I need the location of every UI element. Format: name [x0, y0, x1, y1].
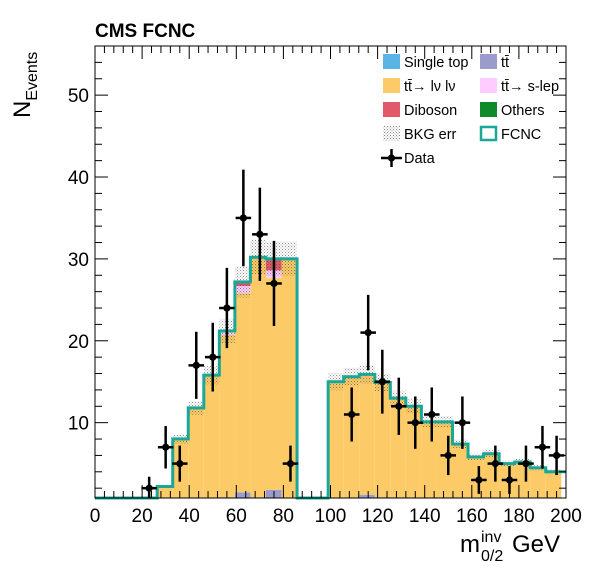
legend-item-others: Others: [480, 102, 545, 119]
bar-tt-l-l--11: [265, 277, 282, 490]
legend-label: tt̄→ lν lν: [404, 79, 456, 95]
x-tick-label: 100: [315, 506, 347, 527]
x-axis-title: m inv 0/2 GeV: [460, 529, 560, 565]
x-axis-ticks: 0 20 40 60 80 100 120 140 160 180 200: [90, 46, 582, 527]
data-point-12: [374, 349, 391, 414]
legend-label: Diboson: [404, 103, 457, 119]
legend-label: FCNC: [501, 127, 541, 143]
data-point-1: [157, 425, 174, 469]
x-tick-label: 200: [550, 506, 582, 527]
bar-tt-l-l--17: [359, 374, 375, 495]
data-point-15: [423, 387, 440, 442]
x-tick-label: 180: [503, 506, 535, 527]
svg-text:m: m: [460, 531, 480, 558]
x-axis-title-sup: inv: [481, 529, 501, 546]
bar-tt-l-l--12: [281, 258, 298, 498]
data-point-18: [471, 466, 487, 494]
fcnc-line: [95, 255, 566, 500]
y-axis-title-main: N: [9, 101, 36, 118]
bar-tt-l-l--19: [390, 398, 406, 498]
data-point-2: [172, 445, 188, 482]
data-point-21: [518, 445, 534, 482]
data-point-22: [534, 425, 551, 469]
legend-label: Single top: [404, 55, 469, 71]
legend-label: tt̄: [501, 55, 509, 71]
bar-tt-l-l--21: [421, 421, 437, 498]
legend-label: Data: [404, 151, 436, 167]
data-point-17: [454, 396, 471, 449]
y-tick-label: 30: [68, 250, 89, 271]
data-point-20: [501, 466, 518, 494]
data-point-5: [219, 267, 235, 349]
data-point-14: [407, 396, 424, 449]
x-tick-label: 40: [179, 506, 200, 527]
legend-item-tt-: tt̄: [480, 54, 509, 71]
x-axis-title-main: m: [460, 531, 480, 558]
data-point-4: [204, 322, 221, 392]
legend-label: Others: [501, 103, 545, 119]
data-points: [141, 169, 565, 498]
data-point-16: [440, 435, 457, 476]
bar-tt-l-l--6: [188, 407, 204, 498]
y-axis-title-sub: Events: [24, 52, 41, 101]
bar-tt-l-l--8: [219, 335, 235, 498]
bar-tt-l-l--29: [545, 471, 562, 498]
legend-item-diboson: Diboson: [383, 102, 457, 119]
legend-item-single-top: Single top: [383, 54, 469, 71]
bar-tt-l-l--23: [452, 443, 469, 498]
bar-tt-l-l--9: [234, 293, 251, 493]
data-point-6: [235, 169, 252, 267]
x-tick-label: 0: [90, 506, 101, 527]
legend-item-tt-l-l-: tt̄→ lν lν: [383, 78, 456, 95]
legend-item-tt-s-lep: tt̄→ s-lep: [480, 78, 559, 95]
x-tick-label: 160: [456, 506, 488, 527]
data-point-13: [391, 377, 407, 435]
bar-tt-l-l--18: [374, 382, 391, 498]
data-point-3: [188, 331, 205, 399]
x-tick-label: 120: [362, 506, 394, 527]
legend-label: tt̄→ s-lep: [501, 79, 559, 95]
svg-text:NEvents: NEvents: [9, 52, 41, 118]
x-tick-label: 20: [132, 506, 153, 527]
legend-label: BKG err: [404, 127, 457, 143]
x-tick-label: 80: [273, 506, 294, 527]
data-point-9: [282, 445, 299, 482]
data-point-10: [343, 387, 360, 442]
legend: Single top tt̄→ lν lν Diboson BKG err Data tt…: [381, 54, 559, 167]
bar-tt-l-l--22: [436, 421, 453, 498]
legend-item-bkg-err: BKG err: [383, 126, 457, 143]
bar-tt-l-l--7: [203, 375, 220, 498]
bar-tt--9: [234, 492, 251, 498]
y-tick-label: 20: [68, 332, 89, 353]
bar-tt--17: [359, 494, 375, 498]
data-point-0: [141, 476, 157, 498]
x-tick-label: 60: [226, 506, 247, 527]
bar-tt-l-l--15: [328, 381, 344, 498]
y-tick-label: 50: [68, 86, 89, 107]
fcnc-step-line: [95, 255, 566, 500]
x-axis-title-sub: 0/2: [481, 548, 503, 565]
data-point-7: [252, 187, 268, 282]
bar-tt-l-l--4: [157, 486, 173, 498]
y-axis-ticks: 10 20 30 40 50: [68, 61, 566, 489]
x-tick-label: 140: [409, 506, 441, 527]
bar-tt-l-l--28: [530, 467, 546, 498]
data-point-19: [487, 445, 504, 482]
y-axis-title: NEvents: [9, 52, 41, 118]
legend-item-fcnc: FCNC: [479, 125, 541, 143]
bar-tt-l-l--20: [405, 406, 422, 498]
data-point-11: [360, 294, 376, 371]
y-tick-label: 40: [68, 168, 89, 189]
data-point-8: [266, 240, 282, 327]
y-tick-label: 10: [68, 414, 89, 435]
chart-title: CMS FCNC: [95, 21, 196, 42]
x-axis-title-unit: GeV: [512, 531, 560, 558]
legend-item-data: Data: [381, 149, 436, 167]
bar-tt-l-l--10: [250, 257, 266, 498]
